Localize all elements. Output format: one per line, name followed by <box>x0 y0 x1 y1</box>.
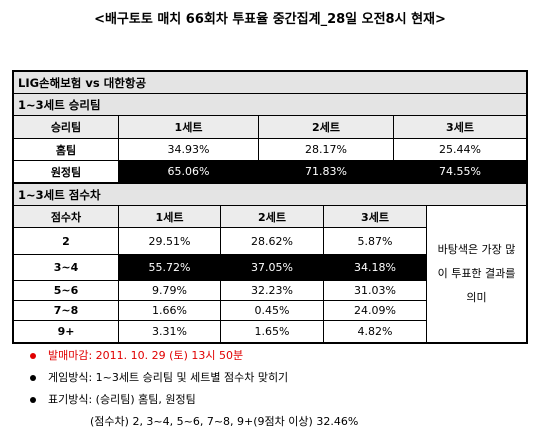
header-cell: 1세트 <box>118 115 259 139</box>
vote-table: LIG손해보험 vs 대한항공 1~3세트 승리팀 승리팀 1세트 2세트 3세트 홈팀 34… <box>12 70 528 344</box>
value-cell: 0.45% <box>220 300 324 321</box>
note-line: 표기방식: (승리팀) 홈팀, 원정팀 <box>30 389 358 411</box>
bullet <box>30 375 36 381</box>
row-label: 9+ <box>13 320 119 343</box>
diff-table: 1~3세트 점수차 점수차 1세트 2세트 3세트 바탕색은 가장 많이 투표한 결과를 … <box>13 183 527 343</box>
value-cell: 37.05% <box>220 254 324 281</box>
header-cell: 점수차 <box>13 205 119 228</box>
value-cell: 65.06% <box>118 160 259 183</box>
row-label: 5~6 <box>13 280 119 301</box>
legend-note: 바탕색은 가장 많이 투표한 결과를 의미 <box>426 205 527 343</box>
row-label: 3~4 <box>13 254 119 281</box>
value-cell: 55.72% <box>118 254 221 281</box>
table-row: 9+ 3.31% 1.65% 4.82% <box>13 320 527 343</box>
note-text: 표기방식: (승리팀) 홈팀, 원정팀 <box>48 393 196 406</box>
value-cell: 4.82% <box>323 320 427 343</box>
value-cell: 3.31% <box>118 320 221 343</box>
value-cell: 32.23% <box>220 280 324 301</box>
value-cell: 71.83% <box>258 160 394 183</box>
value-cell: 28.62% <box>220 227 324 255</box>
value-cell: 31.03% <box>323 280 427 301</box>
table-row: 1~3세트 승리팀 <box>13 93 527 116</box>
bullet <box>30 353 36 359</box>
table-row: 원정팀 65.06% 71.83% 74.55% <box>13 160 527 183</box>
value-cell: 25.44% <box>393 138 527 161</box>
header-cell: 2세트 <box>220 205 324 228</box>
table-row: LIG손해보험 vs 대한항공 <box>13 71 527 94</box>
note-text: 발매마감: 2011. 10. 29 (토) 13시 50분 <box>48 349 244 362</box>
row-label: 원정팀 <box>13 160 119 183</box>
note-text: (점수차) 2, 3~4, 5~6, 7~8, 9+(9점차 이상) 32.46… <box>90 415 359 428</box>
table-row: 5~6 9.79% 32.23% 31.03% <box>13 280 527 301</box>
row-label: 홈팀 <box>13 138 119 161</box>
value-cell: 1.66% <box>118 300 221 321</box>
value-cell: 24.09% <box>323 300 427 321</box>
value-cell: 74.55% <box>393 160 527 183</box>
table-row: 승리팀 1세트 2세트 3세트 <box>13 115 527 139</box>
table-row: 점수차 1세트 2세트 3세트 바탕색은 가장 많이 투표한 결과를 의미 <box>13 205 527 343</box>
value-cell: 5.87% <box>323 227 427 255</box>
table-row: 7~8 1.66% 0.45% 24.09% <box>13 300 527 321</box>
table-row: 3~4 55.72% 37.05% 34.18% <box>13 254 527 281</box>
note-line: 발매마감: 2011. 10. 29 (토) 13시 50분 <box>30 345 358 367</box>
win-table: LIG손해보험 vs 대한항공 1~3세트 승리팀 승리팀 1세트 2세트 3세트 홈팀 34… <box>13 71 527 183</box>
value-cell: 28.17% <box>258 138 394 161</box>
match-title: LIG손해보험 vs 대한항공 <box>13 71 527 94</box>
section-title: 1~3세트 점수차 <box>13 183 527 206</box>
header-cell: 승리팀 <box>13 115 119 139</box>
value-cell: 34.93% <box>118 138 259 161</box>
section-title: 1~3세트 승리팀 <box>13 93 527 116</box>
table-row: 홈팀 34.93% 28.17% 25.44% <box>13 138 527 161</box>
page-title: <배구토토 매치 66회차 투표율 중간집계_28일 오전8시 현재> <box>94 12 446 27</box>
row-label: 2 <box>13 227 119 255</box>
header-cell: 3세트 <box>393 115 527 139</box>
note-line: (점수차) 2, 3~4, 5~6, 7~8, 9+(9점차 이상) 32.46… <box>30 411 358 433</box>
value-cell: 29.51% <box>118 227 221 255</box>
note-text: 게임방식: 1~3세트 승리팀 및 세트별 점수차 맞히기 <box>48 371 289 384</box>
table-row: 1~3세트 점수차 <box>13 183 527 206</box>
header-cell: 2세트 <box>258 115 394 139</box>
note-line: 게임방식: 1~3세트 승리팀 및 세트별 점수차 맞히기 <box>30 367 358 389</box>
bullet <box>30 397 36 403</box>
header-cell: 1세트 <box>118 205 221 228</box>
value-cell: 34.18% <box>323 254 427 281</box>
row-label: 7~8 <box>13 300 119 321</box>
value-cell: 1.65% <box>220 320 324 343</box>
header-cell: 3세트 <box>323 205 427 228</box>
value-cell: 9.79% <box>118 280 221 301</box>
